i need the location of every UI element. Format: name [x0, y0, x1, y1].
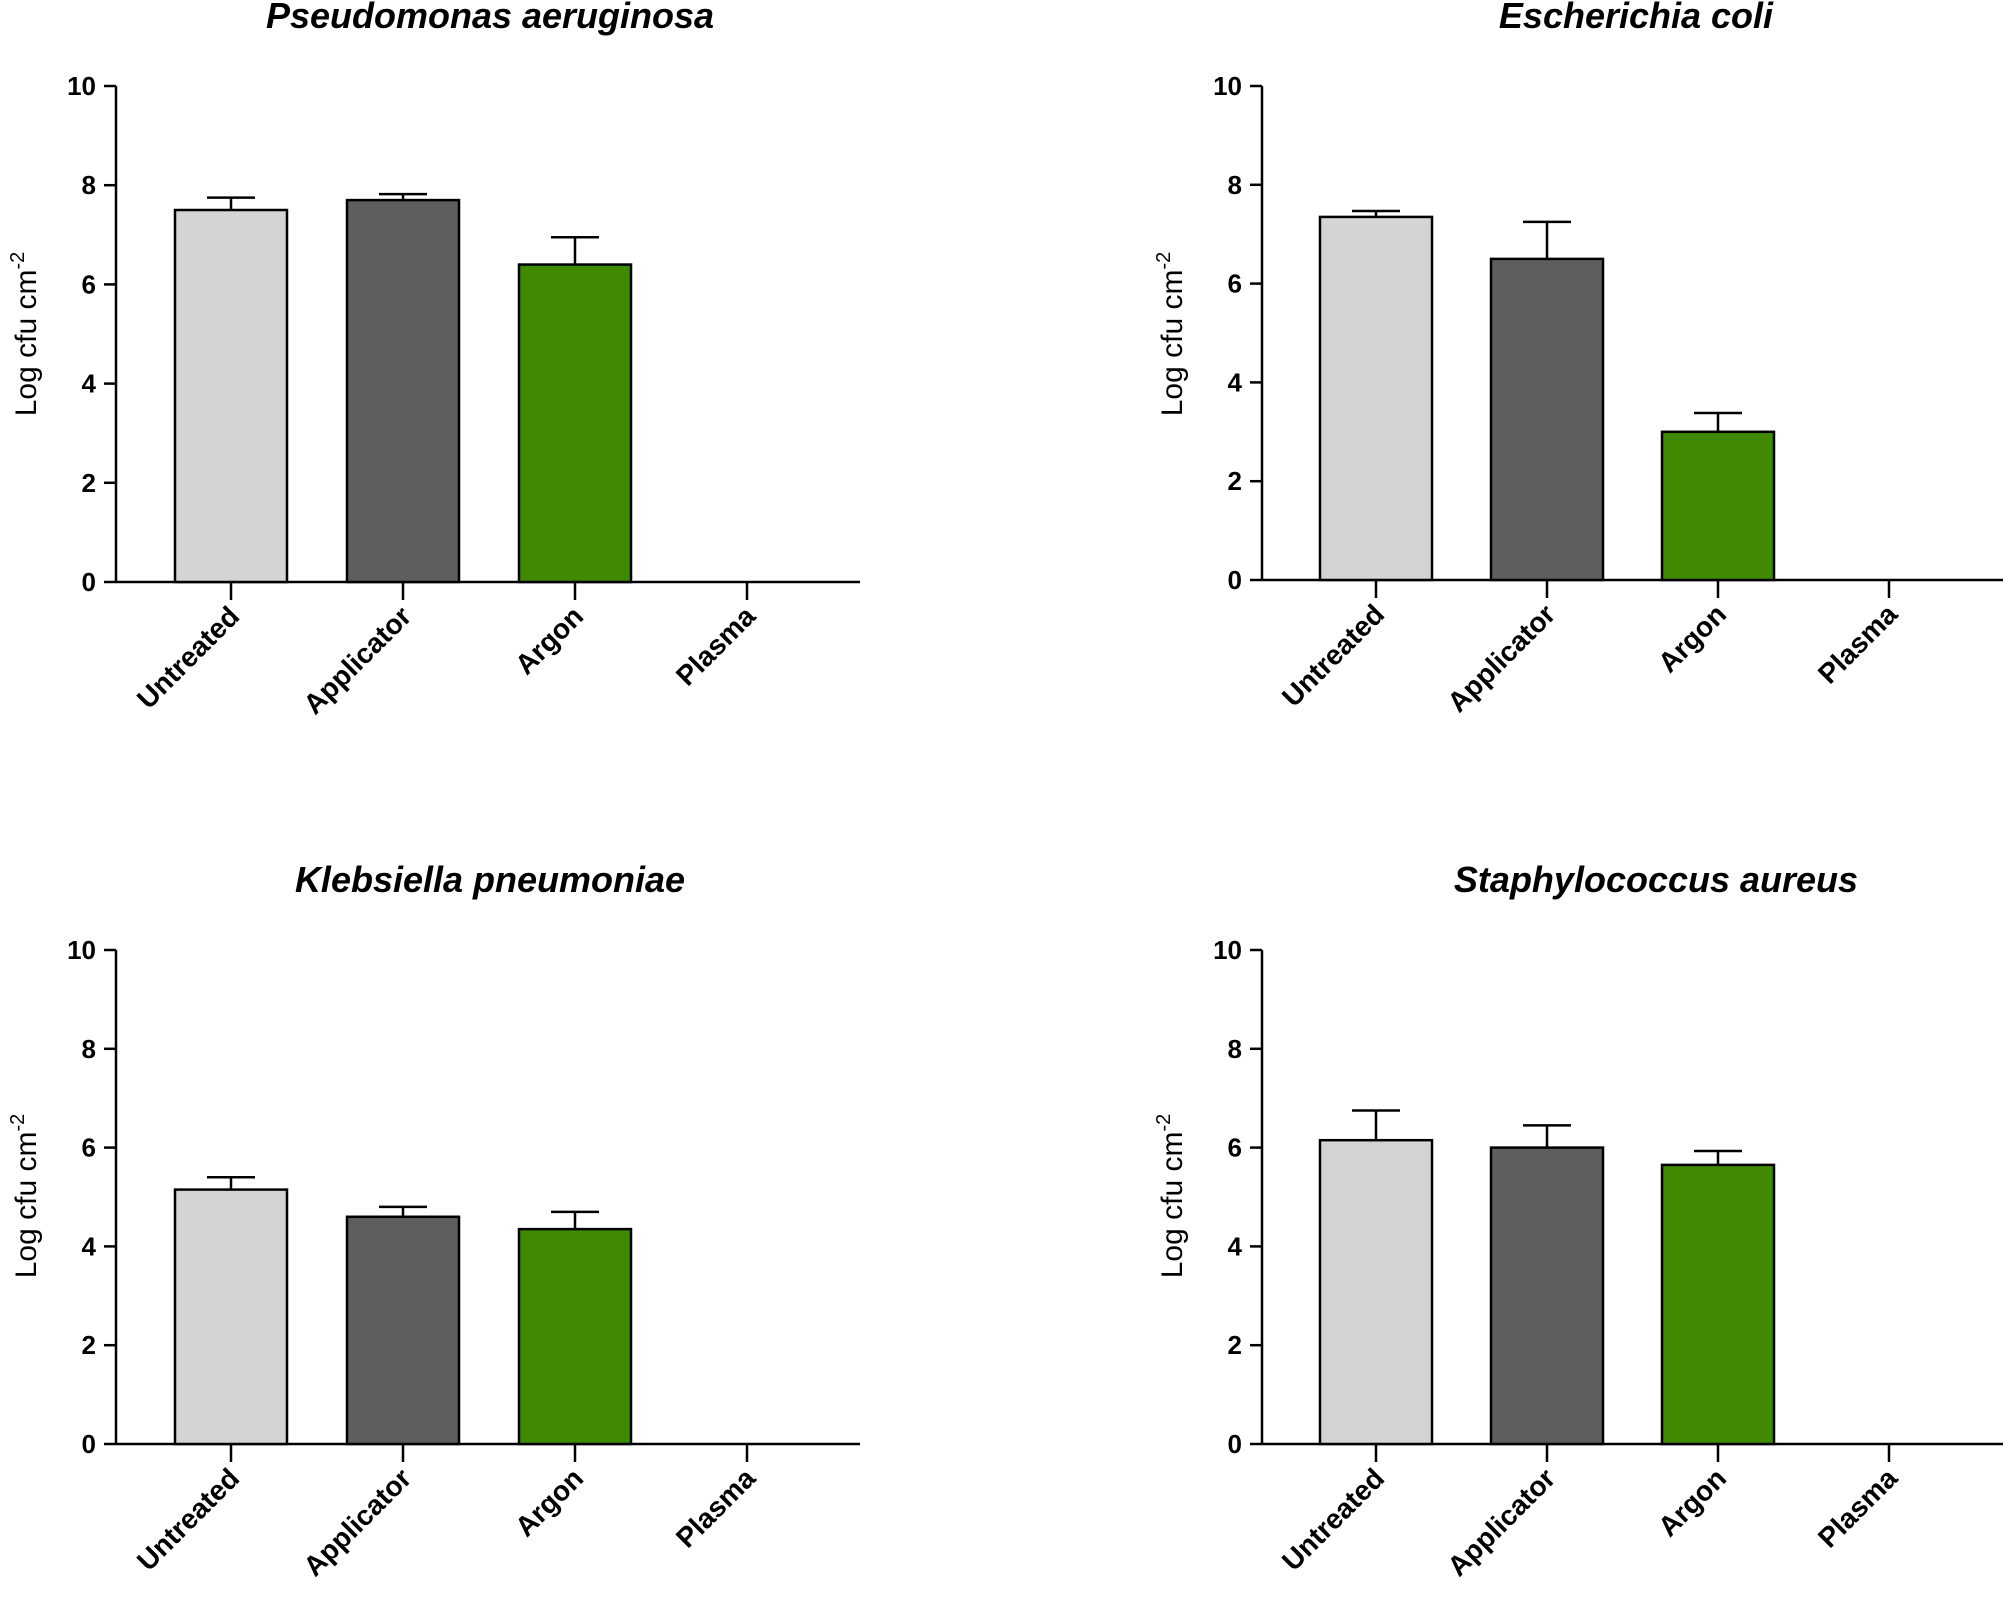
bar-untreated: [173, 208, 289, 584]
bar-untreated: [1318, 215, 1434, 582]
x-tick-label-plasma: Plasma: [1812, 1462, 1904, 1554]
bar-argon: [1660, 430, 1776, 582]
y-tick-label: 10: [67, 71, 96, 101]
chart-title: Escherichia coli: [1499, 0, 1774, 36]
chart-panel-3: Klebsiella pneumoniae Log cfu cm-2 0 2 4 6 8 10…: [7, 859, 860, 1582]
y-tick-label: 2: [1228, 466, 1242, 496]
bar-applicator: [345, 198, 461, 584]
y-tick-label: 0: [1228, 565, 1242, 595]
y-tick-label: 6: [1228, 269, 1242, 299]
y-axis-label: Log cfu cm-2: [1153, 1114, 1189, 1279]
bar-argon: [1660, 1163, 1776, 1446]
y-axis-label-text: Log cfu cm: [1156, 270, 1189, 417]
y-axis-label: Log cfu cm-2: [7, 1114, 43, 1279]
x-tick-label-argon: Argon: [509, 1462, 589, 1542]
y-tick-label: 8: [82, 1034, 96, 1064]
bar-untreated: [173, 1188, 289, 1446]
y-tick-label: 10: [67, 935, 96, 965]
y-axis-label: Log cfu cm-2: [7, 252, 43, 417]
chart-panel-1: Pseudomonas aeruginosa Log cfu cm-2 0 2 4 6 8 1…: [7, 0, 860, 720]
y-tick-label: 8: [1228, 170, 1242, 200]
chart-panel-4: Staphylococcus aureus Log cfu cm-2 0 2 4 6 8 10…: [1153, 859, 2003, 1582]
y-tick-label: 8: [82, 170, 96, 200]
y-tick-label: 0: [82, 567, 96, 597]
y-axis-label-text: Log cfu cm: [1156, 1132, 1189, 1279]
bar-untreated: [1318, 1138, 1434, 1446]
y-tick-label: 10: [1213, 71, 1242, 101]
chart-title: Pseudomonas aeruginosa: [266, 0, 714, 36]
y-tick-label: 10: [1213, 935, 1242, 965]
bar-applicator: [1489, 1146, 1605, 1446]
y-axis-label-superscript: -2: [1153, 1114, 1175, 1132]
y-axis-label-superscript: -2: [1153, 252, 1175, 270]
bar-argon: [517, 263, 633, 584]
y-tick-label: 0: [1228, 1429, 1242, 1459]
chart-title: Staphylococcus aureus: [1454, 859, 1858, 900]
x-tick-label-argon: Argon: [1652, 1462, 1732, 1542]
bar-applicator: [345, 1215, 461, 1446]
y-tick-label: 2: [82, 468, 96, 498]
y-axis-label-text: Log cfu cm: [10, 270, 43, 417]
x-tick-label-untreated: Untreated: [1276, 1462, 1390, 1576]
y-tick-label: 6: [1228, 1133, 1242, 1163]
y-tick-label: 4: [1228, 1231, 1243, 1261]
x-tick-label-argon: Argon: [1652, 598, 1732, 678]
x-tick-label-applicator: Applicator: [297, 1462, 417, 1582]
chart-panel-2: Escherichia coli Log cfu cm-2 0 2 4 6 8 10 Untre…: [1153, 0, 2003, 718]
y-tick-label: 8: [1228, 1034, 1242, 1064]
x-tick-label-plasma: Plasma: [670, 600, 762, 692]
x-tick-label-applicator: Applicator: [297, 600, 417, 720]
x-tick-label-untreated: Untreated: [131, 1462, 245, 1576]
bar-argon: [517, 1227, 633, 1446]
x-tick-label-argon: Argon: [509, 600, 589, 680]
y-axis-label: Log cfu cm-2: [1153, 252, 1189, 417]
y-tick-label: 0: [82, 1429, 96, 1459]
y-tick-label: 6: [82, 1133, 96, 1163]
y-tick-label: 4: [82, 369, 97, 399]
y-tick-label: 2: [1228, 1330, 1242, 1360]
y-tick-label: 4: [82, 1231, 97, 1261]
x-tick-label-plasma: Plasma: [1812, 598, 1904, 690]
x-tick-label-applicator: Applicator: [1441, 598, 1561, 718]
y-axis-label-superscript: -2: [7, 252, 29, 270]
y-tick-label: 4: [1228, 367, 1243, 397]
chart-title: Klebsiella pneumoniae: [295, 859, 685, 900]
y-tick-label: 6: [82, 269, 96, 299]
y-axis-label-superscript: -2: [7, 1114, 29, 1132]
x-tick-label-plasma: Plasma: [670, 1462, 762, 1554]
x-tick-label-applicator: Applicator: [1441, 1462, 1561, 1582]
y-axis-label-text: Log cfu cm: [10, 1132, 43, 1279]
y-tick-label: 2: [82, 1330, 96, 1360]
bar-applicator: [1489, 257, 1605, 582]
x-tick-label-untreated: Untreated: [1276, 598, 1390, 712]
x-tick-label-untreated: Untreated: [131, 600, 245, 714]
